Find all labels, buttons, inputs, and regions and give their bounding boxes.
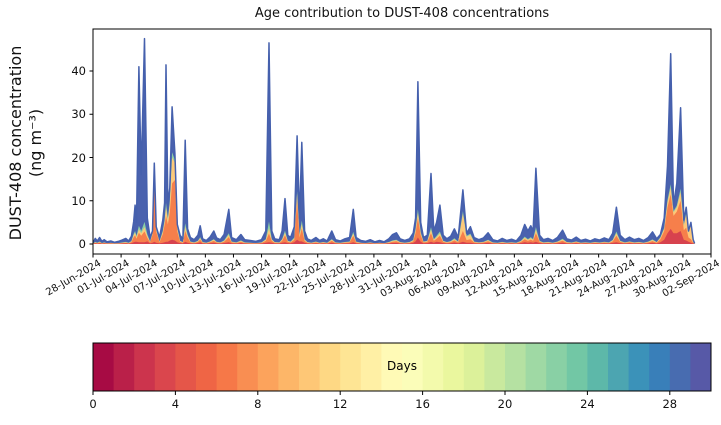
colorbar-frame [92, 342, 712, 392]
envelope-line [93, 37, 696, 244]
colorbar-tick-label: 0 [89, 397, 97, 411]
plot-frame [92, 28, 712, 255]
colorbar-tick-label: 24 [580, 397, 595, 411]
colorbar-segment [402, 343, 423, 391]
colorbar-tick-label: 28 [662, 397, 678, 411]
colorbar-segment [175, 343, 197, 391]
colorbar-segment [154, 343, 176, 391]
chart-title: Age contribution to DUST-408 concentrati… [254, 6, 550, 21]
colorbar-segment [422, 343, 444, 391]
colorbar-segment [381, 343, 403, 391]
colorbar-segment [587, 343, 609, 391]
colorbar-segment [299, 343, 320, 391]
y-axis-label-line2: (ng m⁻³) [26, 108, 45, 178]
colorbar-segment [649, 343, 671, 391]
colorbar-segment [525, 343, 547, 391]
colorbar-tick-label: 12 [332, 397, 348, 411]
colorbar-segment [566, 343, 588, 391]
axis-ticks [89, 70, 712, 258]
colorbar-segment [484, 343, 506, 391]
colorbar-segment [319, 343, 341, 391]
y-tick-label: 10 [71, 193, 86, 208]
colorbar-segment [443, 343, 465, 391]
colorbar-segment [505, 343, 526, 391]
y-tick-label: 20 [71, 150, 86, 165]
band-age-0-3-days [93, 228, 695, 244]
colorbar-segment [257, 343, 279, 391]
colorbar [92, 343, 712, 395]
colorbar-segment [690, 343, 712, 391]
colorbar-segment [340, 343, 362, 391]
colorbar-segment [669, 343, 691, 391]
y-axis-label-line1: DUST-408 concentration [6, 45, 25, 241]
y-tick-label: 0 [78, 237, 86, 251]
y-axis-label: DUST-408 concentration (ng m⁻³) [6, 18, 50, 268]
colorbar-segment [237, 343, 259, 391]
colorbar-segment [134, 343, 156, 391]
colorbar-tick-label: 8 [254, 397, 262, 411]
colorbar-segment [216, 343, 238, 391]
colorbar-segment [628, 343, 650, 391]
colorbar-segment [113, 343, 135, 391]
stacked-area-chart [93, 37, 696, 244]
y-tick-label: 30 [71, 107, 86, 122]
colorbar-segment [608, 343, 629, 391]
colorbar-tick-label: 20 [497, 397, 513, 411]
colorbar-segment [463, 343, 485, 391]
colorbar-label: Days [387, 359, 417, 373]
colorbar-tick-label: 4 [171, 397, 180, 411]
colorbar-tick-label: 16 [415, 397, 430, 411]
band-age-3-8-days [93, 177, 695, 244]
y-tick-label: 40 [71, 64, 86, 78]
colorbar-segment [196, 343, 217, 391]
colorbar-segment [546, 343, 568, 391]
colorbar-segment [278, 343, 300, 391]
colorbar-segment [93, 343, 114, 391]
colorbar-segment [360, 343, 382, 391]
